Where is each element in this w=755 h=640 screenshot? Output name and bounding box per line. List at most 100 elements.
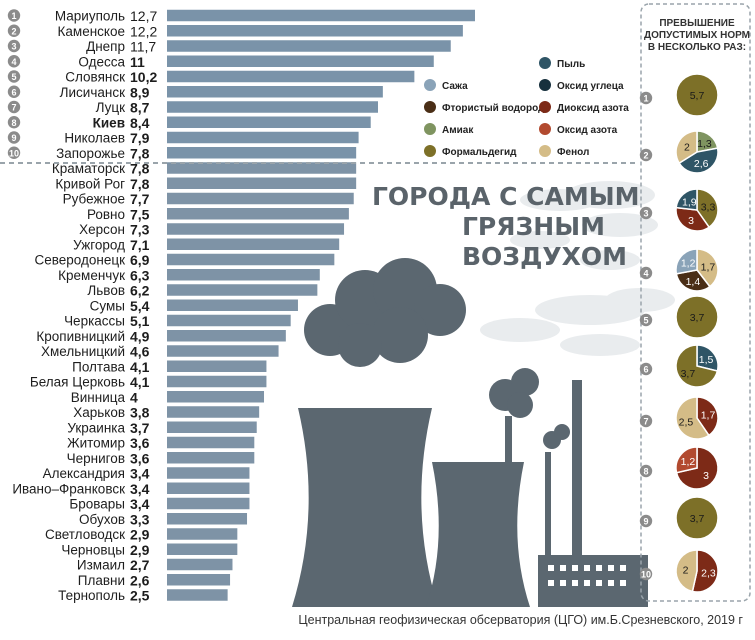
pie-rank-badge (639, 414, 653, 428)
pie-rank-label: 10 (641, 570, 651, 580)
pie-slice (696, 248, 719, 288)
rank-label: 4 (11, 57, 16, 67)
headline-line-3: ВОЗДУХОМ (462, 242, 627, 271)
pie-slice (696, 188, 719, 229)
city-label: Полтава (72, 359, 125, 374)
city-label: Северодонецк (35, 253, 126, 268)
city-label: Кременчук (58, 268, 125, 283)
legend-swatch (424, 145, 436, 157)
legend-swatch (539, 79, 551, 91)
city-label: Кропивницкий (36, 329, 125, 344)
pie-slice-label: 3,7 (690, 513, 705, 525)
cooling-towers (292, 408, 530, 607)
bar (167, 131, 359, 144)
pie-rank-label: 6 (643, 365, 648, 375)
city-label: Ивано–Франковск (12, 481, 125, 496)
rank-label: 7 (11, 103, 16, 113)
rank-label: 1 (11, 11, 16, 21)
rank-badge (7, 100, 21, 114)
bar (167, 558, 233, 571)
city-label: Харьков (73, 405, 125, 420)
pie-slice-label: 1,2 (681, 456, 696, 468)
bar (167, 147, 357, 159)
pie-slice-label: 3,7 (690, 312, 705, 324)
pie-slice (675, 344, 719, 388)
value-label: 8,4 (130, 115, 150, 131)
pie-slice-label: 1,3 (697, 138, 712, 150)
value-label: 7,8 (130, 145, 150, 161)
bar (167, 574, 231, 586)
legend-swatch (539, 145, 551, 157)
bar (167, 223, 345, 235)
rank-badge (7, 9, 21, 22)
value-label: 4 (130, 389, 138, 405)
legend-swatch (424, 79, 436, 91)
city-label: Запорожье (56, 146, 125, 161)
factory-illustration (292, 181, 675, 607)
value-label: 3,4 (130, 496, 150, 512)
pie-rank-badge (639, 464, 653, 478)
value-label: 4,9 (130, 328, 150, 344)
rank-label: 9 (11, 133, 16, 143)
city-label: Черновцы (61, 542, 125, 557)
rank-badge (7, 24, 21, 37)
bar (167, 208, 349, 220)
pie-slice-label: 3 (688, 215, 694, 227)
pie-slice-label: 3 (703, 470, 709, 482)
pie-slice-label: 3,3 (701, 202, 716, 214)
value-label: 3,3 (130, 511, 150, 527)
value-label: 10,2 (130, 69, 157, 85)
bar (167, 543, 238, 555)
bar (167, 482, 250, 494)
city-label: Бровары (69, 497, 125, 512)
city-label: Винница (71, 390, 126, 405)
value-label: 8,9 (130, 84, 150, 100)
bar (167, 314, 291, 327)
pie-slice (675, 446, 698, 474)
excess-panel: ПРЕВЫШЕНИЕ ДОПУСТИМЫХ НОРМ В НЕСКОЛЬКО Р… (639, 3, 751, 602)
value-label: 5,4 (130, 298, 150, 314)
city-label: Херсон (79, 222, 125, 237)
rank-label: 10 (9, 148, 19, 158)
excess-panel-title-line-3: В НЕСКОЛЬКО РАЗ: (648, 42, 746, 53)
pie-slice-label: 1,7 (701, 410, 716, 422)
pie-slice (675, 396, 710, 440)
excess-panel-title-line-2: ДОПУСТИМЫХ НОРМ (644, 30, 750, 41)
pie-slice (675, 73, 719, 117)
city-label: Киев (93, 115, 125, 130)
bar (167, 421, 257, 433)
value-label: 7,9 (130, 130, 150, 146)
value-label: 2,7 (130, 557, 150, 573)
value-label: 3,6 (130, 435, 150, 451)
legend-label: Формальдегид (442, 147, 517, 158)
rank-label: 8 (11, 118, 16, 128)
city-label: Плавни (78, 573, 125, 588)
rank-badge (7, 39, 21, 53)
bar (167, 253, 335, 266)
bar (167, 192, 354, 205)
pie-slice (691, 549, 719, 593)
value-label: 12,7 (130, 8, 157, 24)
pie-slice-label: 1,7 (701, 261, 716, 273)
legend-swatch (539, 123, 551, 135)
pie-slice-label: 1,4 (686, 276, 701, 288)
pie-rank-label: 7 (643, 417, 648, 427)
bar (167, 284, 318, 296)
legend-label: Сажа (442, 81, 468, 92)
value-label: 2,9 (130, 527, 150, 543)
legend-label: Оксид азота (557, 125, 618, 136)
value-label: 7,5 (130, 206, 150, 222)
city-label: Хмельницкий (41, 344, 125, 359)
value-label: 6,3 (130, 267, 150, 283)
value-label: 3,4 (130, 481, 150, 497)
legend-label: Диоксид азота (557, 103, 629, 114)
pie-slice (675, 130, 698, 165)
value-label: 6,9 (130, 252, 150, 268)
pie-rank-badge (639, 313, 653, 327)
pie-slice-label: 3,7 (681, 368, 696, 380)
pie-slice-label: 1,2 (681, 258, 696, 270)
legend-label: Фтористый водород (442, 103, 545, 114)
value-label: 8,7 (130, 100, 150, 116)
excess-panel-title-line-1: ПРЕВЫШЕНИЕ (659, 18, 735, 29)
